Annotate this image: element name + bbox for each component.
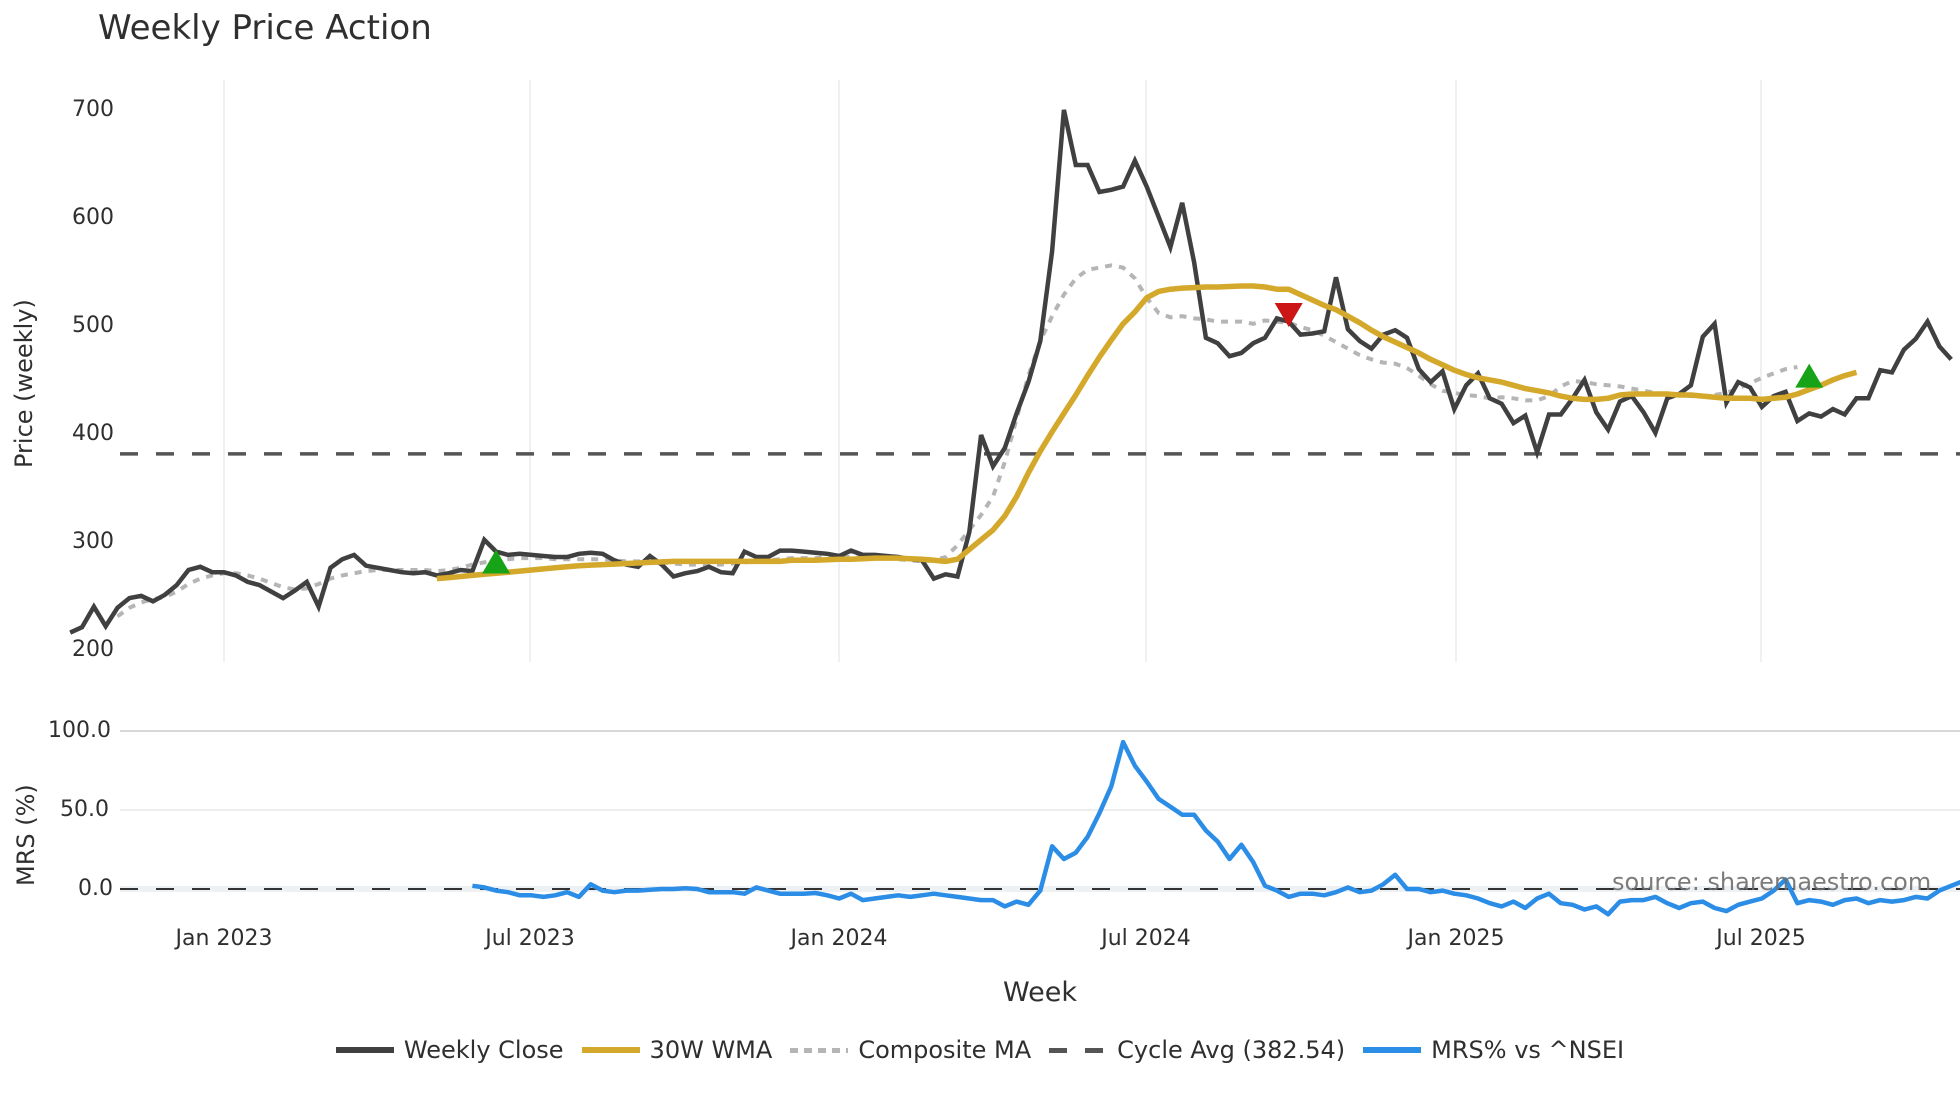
mrs-axis-label: MRS (%) [12,784,40,886]
chart-title: Weekly Price Action [98,8,432,48]
legend-label: Weekly Close [403,1036,564,1064]
legend-item-cycle-avg[interactable]: Cycle Avg (382.54) [1049,1036,1345,1064]
legend: Weekly Close 30W WMA Composite MA Cycle … [0,1036,1960,1064]
legend-label: Cycle Avg (382.54) [1117,1036,1346,1064]
x-tick-jan-2024: Jan 2024 [790,926,888,951]
legend-label: MRS% vs ^NSEI [1431,1036,1625,1064]
weekly-close-swatch-icon [335,1047,394,1053]
composite-ma-swatch-icon [790,1047,849,1053]
price-axis-label: Price (weekly) [10,299,38,468]
weekly-close-line [69,109,1953,635]
x-tick-jan-2023: Jan 2023 [175,926,273,951]
composite-ma-line [116,263,1798,619]
x-tick-jan-2025: Jan 2025 [1407,926,1505,951]
buy-signal-triangle-up-icon [1795,363,1824,388]
legend-item-composite-ma[interactable]: Composite MA [790,1036,1031,1064]
legend-item-30w-wma[interactable]: 30W WMA [581,1036,773,1064]
mrs-tick-100: 100.0 [48,718,111,743]
price-tick-200: 200 [72,637,114,662]
wma-swatch-icon [581,1047,640,1053]
price-tick-700: 700 [72,97,114,122]
x-axis-label: Week [1003,977,1077,1008]
price-tick-500: 500 [72,313,114,338]
x-tick-jul-2023: Jul 2023 [485,926,575,951]
legend-label: 30W WMA [649,1036,773,1064]
price-tick-300: 300 [72,529,114,554]
sell-signal-triangle-down-icon [1274,303,1303,328]
mrs-tick-50: 50.0 [60,797,109,822]
price-tick-600: 600 [72,205,114,230]
legend-item-mrs[interactable]: MRS% vs ^NSEI [1363,1036,1624,1064]
source-watermark: source: sharemaestro.com [1612,868,1932,896]
price-tick-400: 400 [72,421,114,446]
mrs-swatch-icon [1363,1047,1422,1053]
cycle-avg-swatch-icon [1049,1047,1108,1053]
legend-item-weekly-close[interactable]: Weekly Close [335,1036,564,1064]
mrs-line [472,739,1960,917]
x-tick-jul-2024: Jul 2024 [1101,926,1191,951]
wma-line [436,283,1858,582]
mrs-tick-0: 0.0 [78,876,113,901]
x-tick-jul-2025: Jul 2025 [1716,926,1806,951]
buy-signal-triangle-up-icon [482,549,511,574]
legend-label: Composite MA [858,1036,1032,1064]
